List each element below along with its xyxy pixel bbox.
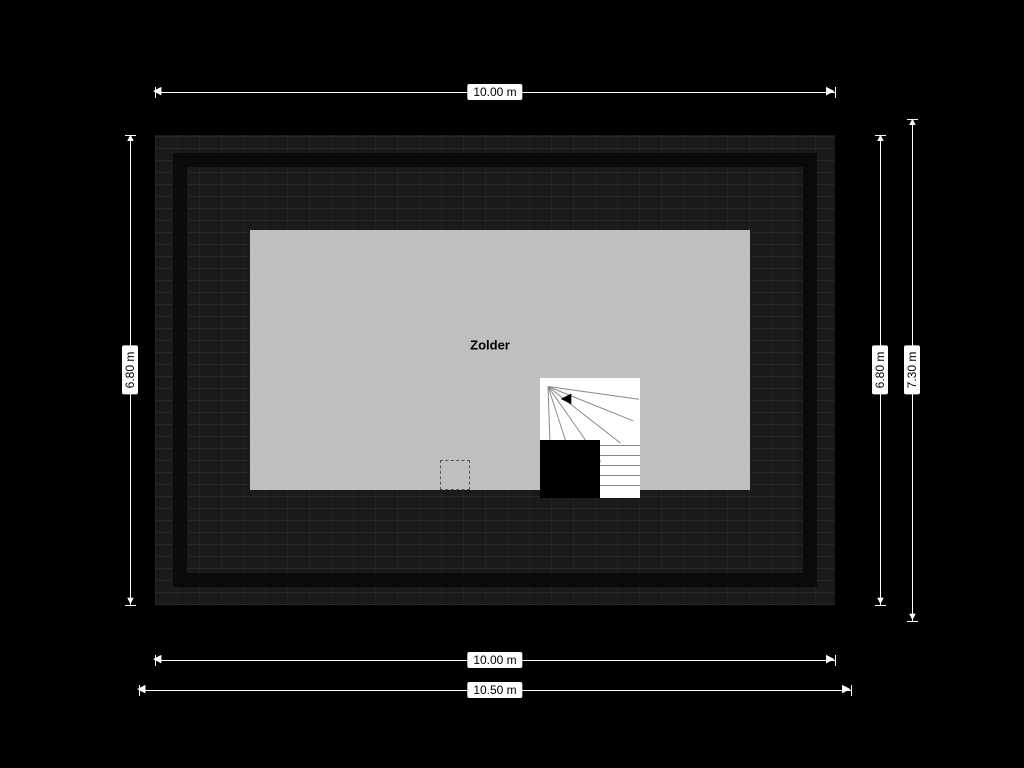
dimension-tick	[835, 87, 836, 98]
dimension-label: 10.00 m	[467, 84, 522, 100]
dimension-arrow: ▶	[826, 86, 834, 97]
stair-riser-line	[600, 465, 640, 466]
stair-riser-line	[600, 445, 640, 446]
dimension-tick	[139, 685, 140, 696]
stair-riser-line	[600, 455, 640, 456]
dimension-tick	[851, 685, 852, 696]
dimension-tick	[835, 655, 836, 666]
dimension-tick	[875, 605, 886, 606]
dimension-label: 10.50 m	[467, 682, 522, 698]
dimension-label: 10.00 m	[467, 652, 522, 668]
dimension-label: 6.80 m	[122, 346, 138, 395]
stair-void	[540, 440, 600, 498]
dimension-tick	[875, 135, 886, 136]
stair-riser-line	[600, 475, 640, 476]
dimension-tick	[155, 87, 156, 98]
dimension-label: 6.80 m	[872, 346, 888, 395]
stair-riser-line	[600, 485, 640, 486]
dimension-arrow: ▶	[826, 654, 834, 665]
room-zolder	[250, 230, 750, 490]
dimension-tick	[125, 605, 136, 606]
dimension-tick	[907, 621, 918, 622]
dimension-tick	[155, 655, 156, 666]
dimension-arrow: ▶	[842, 684, 850, 695]
floorplan-canvas: Zolder ◀ ◀▶10.00 m◀▶10.00 m◀▶10.50 m▲▼6.…	[0, 0, 1024, 768]
access-hatch	[440, 460, 470, 490]
dimension-tick	[125, 135, 136, 136]
dimension-tick	[907, 119, 918, 120]
room-label: Zolder	[470, 338, 510, 353]
stair-direction-arrow: ◀	[561, 390, 572, 407]
dimension-label: 7.30 m	[904, 346, 920, 395]
